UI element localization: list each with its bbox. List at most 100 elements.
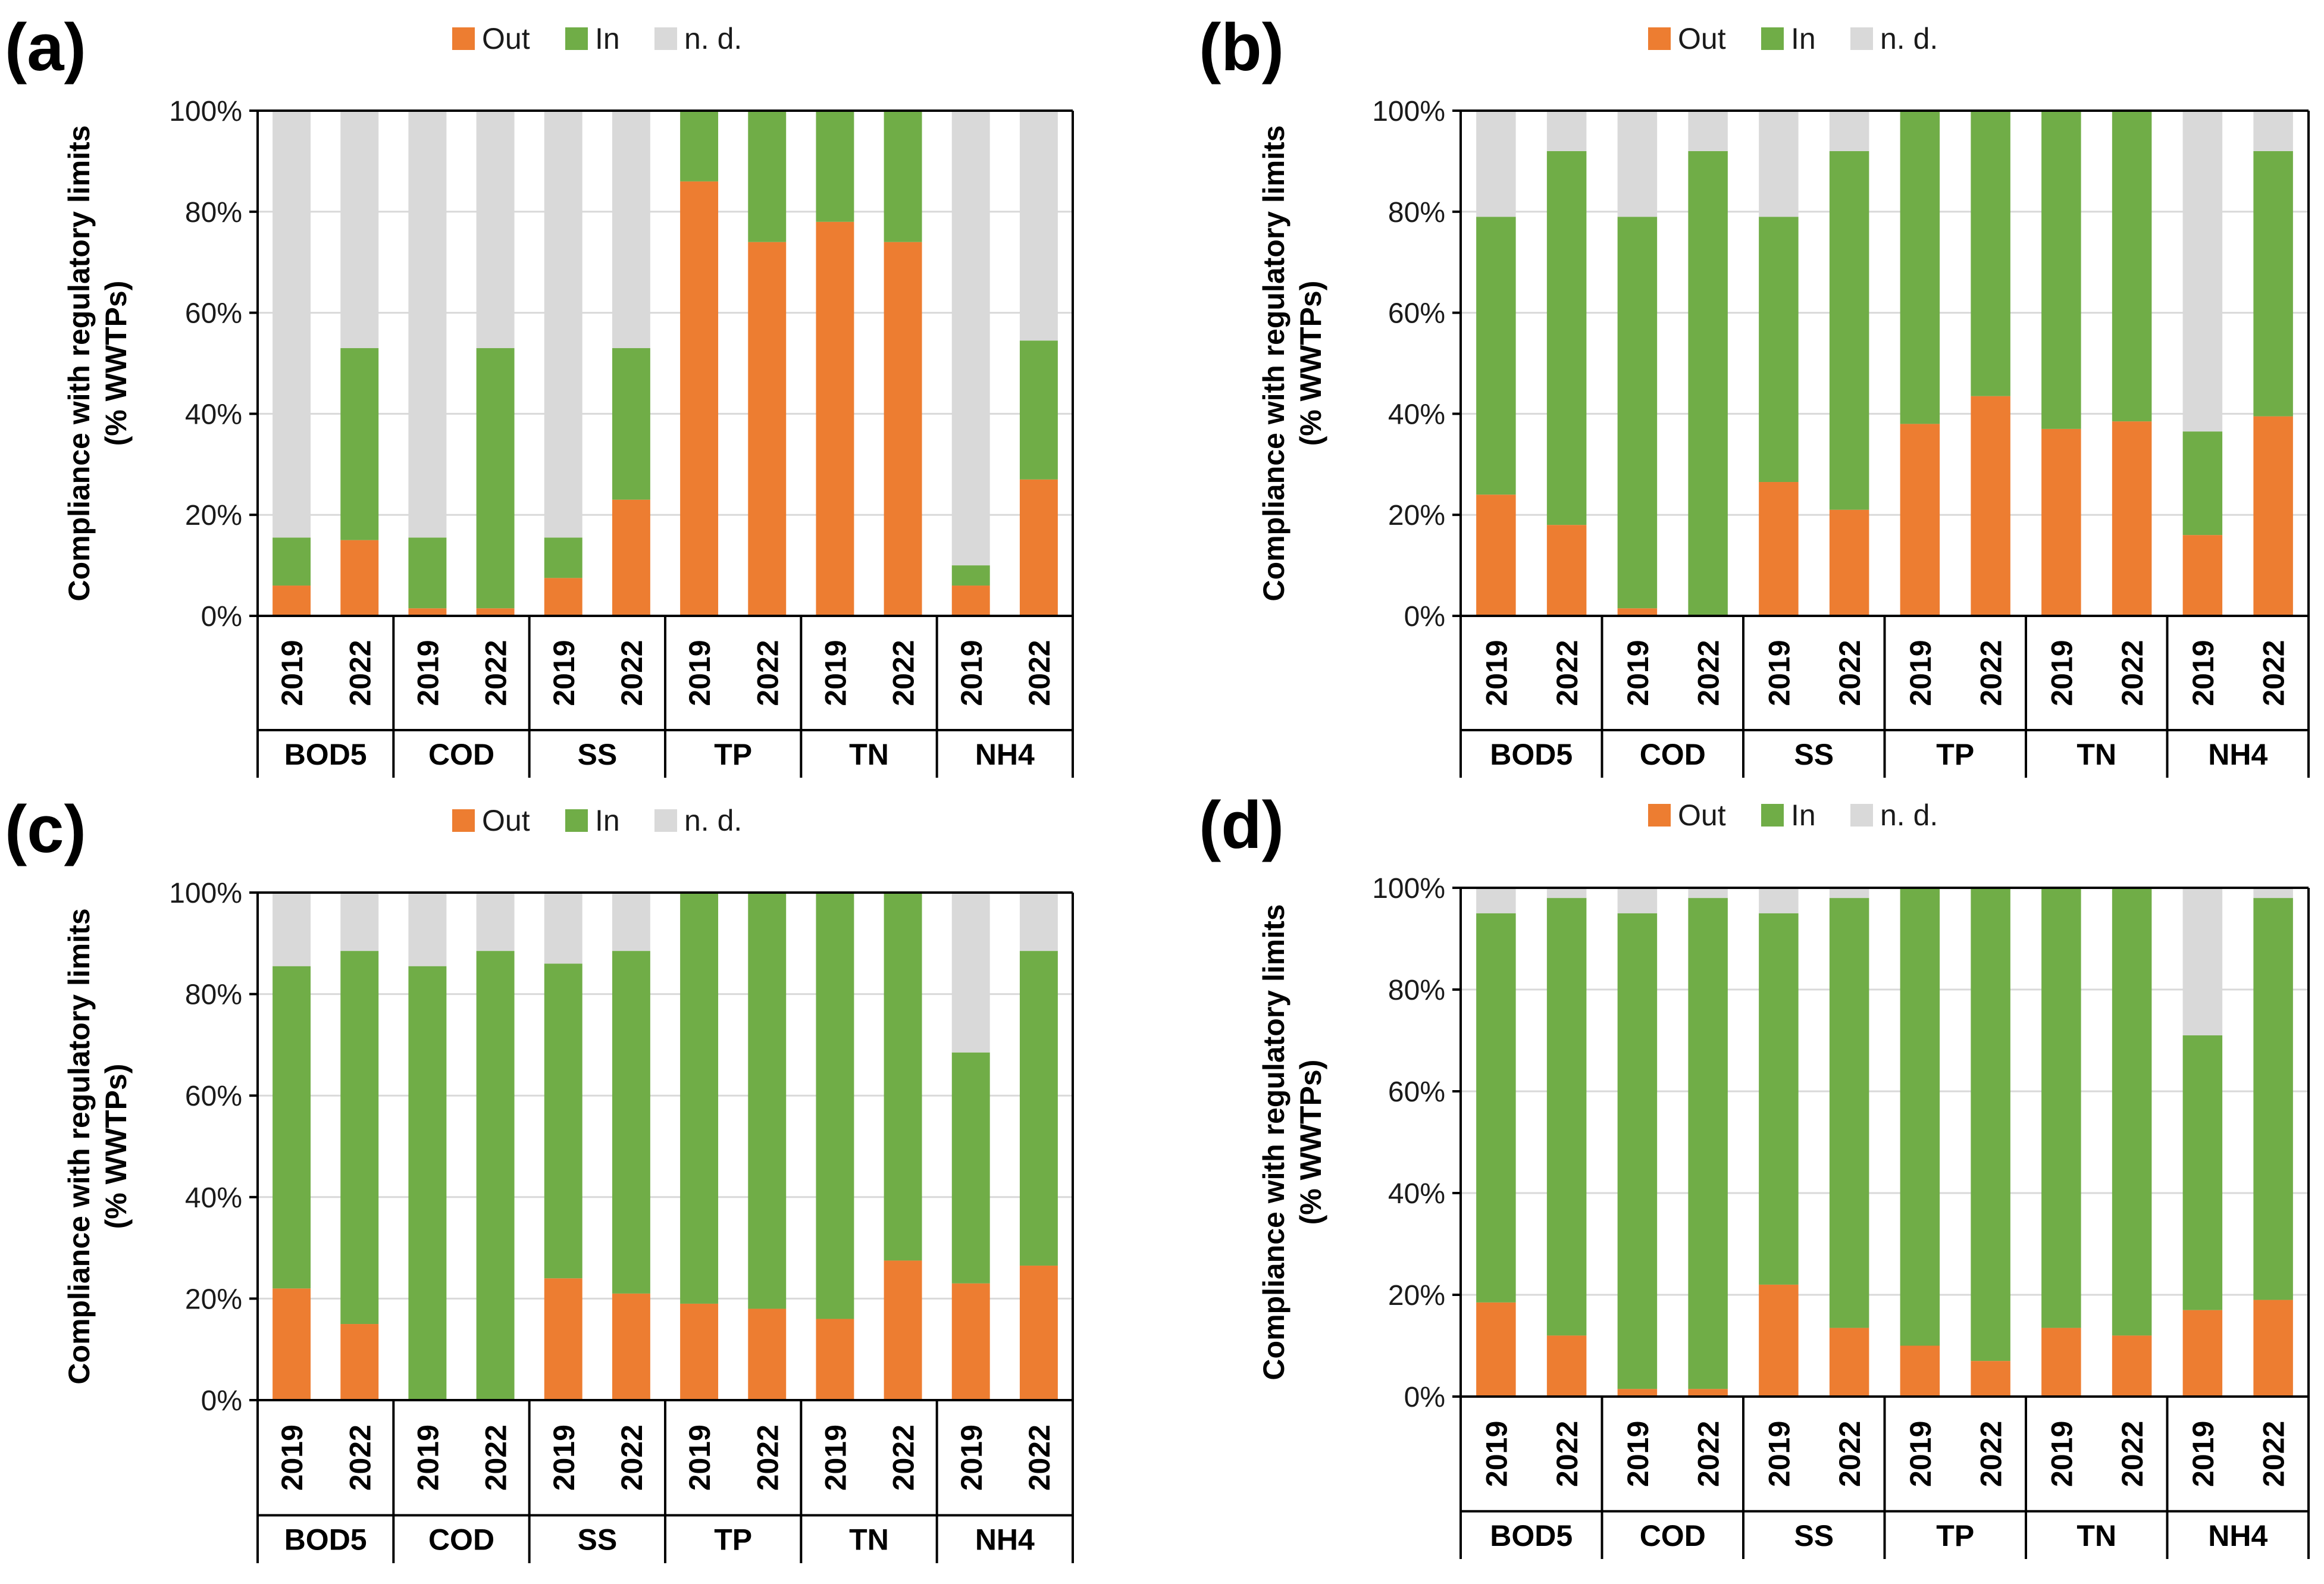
- bar-segment-out: [1617, 608, 1658, 616]
- bar-segment-in: [544, 537, 582, 578]
- x-year-label: 2022: [2257, 1421, 2291, 1487]
- x-year-label: 2019: [1480, 640, 1513, 706]
- y-tick-label: 100%: [1372, 96, 1445, 127]
- bar-segment-out: [408, 608, 447, 616]
- bar-segment-out: [680, 181, 719, 616]
- x-group-label: BOD5: [284, 1523, 367, 1557]
- x-year-label: 2022: [751, 1425, 784, 1491]
- x-year-label: 2019: [2187, 640, 2220, 706]
- bar-segment-in: [1971, 888, 2010, 1361]
- y-tick-label: 0%: [1404, 601, 1445, 633]
- bar-segment-in: [1759, 217, 1799, 483]
- y-tick-label: 0%: [201, 1385, 242, 1417]
- x-group-label: TN: [2076, 1519, 2116, 1552]
- x-year-label: 2022: [1692, 1421, 1725, 1487]
- y-tick-label: 20%: [1388, 500, 1445, 531]
- y-axis-title: Compliance with regulatory limits: [1257, 125, 1291, 601]
- y-tick-label: 60%: [1388, 298, 1445, 330]
- x-group-label: TP: [1936, 1519, 1974, 1552]
- x-year-label: 2022: [615, 640, 649, 706]
- x-year-label: 2022: [343, 1425, 377, 1491]
- bar-segment-in: [2112, 111, 2152, 422]
- x-year-label: 2019: [819, 1425, 852, 1491]
- y-axis-subtitle: (% WWTPs): [1294, 281, 1327, 446]
- y-axis-title: Compliance with regulatory limits: [62, 125, 96, 601]
- bar-segment-in: [748, 893, 787, 1309]
- x-group-label: TP: [714, 738, 752, 771]
- x-group-label: SS: [1794, 738, 1834, 771]
- bar-segment-in: [408, 537, 447, 609]
- y-tick-label: 0%: [1404, 1382, 1445, 1413]
- x-year-label: 2019: [275, 640, 309, 706]
- y-tick-label: 60%: [1388, 1076, 1445, 1108]
- bar-segment-out: [680, 1303, 719, 1400]
- bar-segment-in: [612, 348, 650, 500]
- legend-entry: Out: [1678, 799, 1726, 832]
- bar-segment-out: [2112, 421, 2152, 616]
- y-tick-label: 80%: [185, 197, 242, 228]
- legend-swatch-nd: [1850, 804, 1873, 827]
- x-year-label: 2019: [955, 1425, 988, 1491]
- x-year-label: 2019: [275, 1425, 309, 1491]
- y-tick-label: 20%: [185, 500, 242, 531]
- bar-segment-out: [1829, 1328, 1869, 1397]
- bar-segment-out: [1829, 509, 1869, 616]
- bar-segment-nd: [1688, 888, 1728, 899]
- x-year-label: 2019: [1762, 1421, 1796, 1487]
- x-group-label: TP: [714, 1523, 752, 1557]
- bar-segment-in: [1829, 151, 1869, 510]
- x-year-label: 2019: [411, 1425, 444, 1491]
- y-tick-label: 20%: [1388, 1280, 1445, 1311]
- bar-segment-nd: [544, 111, 582, 538]
- bar-segment-nd: [1617, 111, 1658, 217]
- bar-segment-in: [340, 951, 379, 1325]
- bar-segment-in: [2041, 888, 2081, 1328]
- x-year-label: 2019: [683, 1425, 716, 1491]
- x-year-label: 2022: [480, 1425, 513, 1491]
- bar-segment-in: [951, 1052, 990, 1284]
- y-tick-label: 80%: [185, 979, 242, 1011]
- bar-segment-out: [748, 1308, 787, 1400]
- bar-segment-nd: [1759, 111, 1799, 217]
- bar-segment-nd: [476, 111, 515, 349]
- x-group-label: COD: [1640, 1519, 1706, 1552]
- bar-segment-in: [612, 951, 650, 1294]
- legend-swatch-out: [1648, 804, 1671, 827]
- x-year-label: 2019: [2045, 1421, 2078, 1487]
- bar-segment-nd: [1476, 888, 1516, 913]
- bar-segment-nd: [273, 893, 311, 966]
- bar-segment-nd: [1829, 888, 1869, 899]
- x-group-label: NH4: [2208, 738, 2267, 771]
- bar-segment-nd: [951, 893, 990, 1053]
- legend-entry: n. d.: [684, 804, 742, 837]
- bar-segment-out: [1546, 1335, 1587, 1397]
- bar-segment-nd: [273, 111, 311, 538]
- bar-segment-nd: [340, 893, 379, 951]
- y-tick-label: 100%: [169, 878, 242, 909]
- bar-segment-in: [1546, 151, 1587, 525]
- bar-segment-out: [340, 1324, 379, 1400]
- bar-segment-in: [1476, 217, 1516, 495]
- bar-segment-out: [1971, 396, 2010, 616]
- x-year-label: 2019: [1904, 640, 1937, 706]
- legend-entry: Out: [1678, 22, 1726, 55]
- y-axis-title: Compliance with regulatory limits: [62, 908, 96, 1384]
- bar-segment-in: [1688, 898, 1728, 1389]
- y-tick-label: 80%: [1388, 197, 1445, 228]
- bar-segment-in: [1688, 151, 1728, 616]
- x-group-label: SS: [577, 1523, 617, 1557]
- bar-segment-in: [476, 348, 515, 609]
- legend-swatch-in: [1761, 804, 1784, 827]
- legend-entry: In: [595, 22, 620, 55]
- bar-segment-out: [816, 1319, 854, 1400]
- bar-segment-out: [748, 242, 787, 616]
- bar-segment-out: [612, 1293, 650, 1400]
- x-year-label: 2022: [1833, 640, 1866, 706]
- x-year-label: 2019: [547, 1425, 581, 1491]
- bar-segment-out: [1759, 482, 1799, 616]
- bar-segment-in: [2253, 151, 2293, 417]
- bar-segment-nd: [1019, 893, 1058, 951]
- bar-segment-nd: [340, 111, 379, 349]
- x-group-label: COD: [428, 738, 494, 771]
